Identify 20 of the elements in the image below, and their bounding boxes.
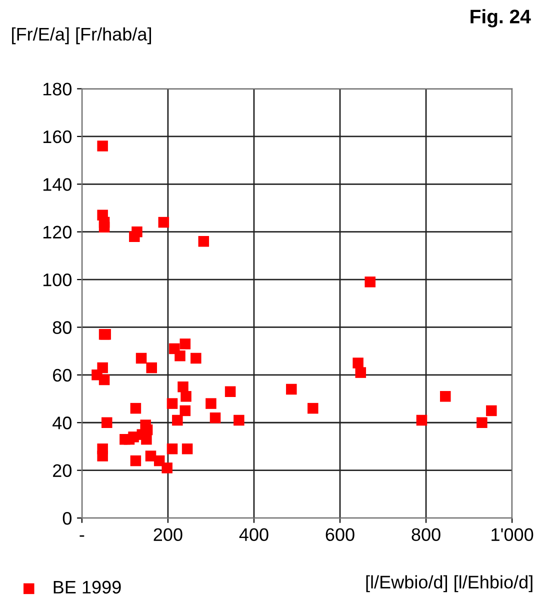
y-axis-title: [Fr/E/a] [Fr/hab/a] xyxy=(12,27,151,44)
y-tick-label: 140 xyxy=(43,178,72,191)
x-tick-label: 400 xyxy=(239,528,268,541)
legend-label: BE 1999 xyxy=(54,580,121,594)
x-axis-title: [l/Ewbio/d] [l/Ehbio/d] xyxy=(366,575,532,592)
x-tick-label: - xyxy=(80,535,84,537)
y-tick-label: 0 xyxy=(62,512,72,525)
y-tick-label: 120 xyxy=(43,226,72,239)
x-tick-label: 200 xyxy=(154,528,182,541)
y-tick-label: 60 xyxy=(53,368,72,382)
y-tick-label: 40 xyxy=(52,416,72,430)
x-tick-label: 1'000 xyxy=(492,528,534,541)
y-tick-label: 100 xyxy=(43,273,72,286)
x-tick-label: 800 xyxy=(412,528,440,541)
y-tick-label: 160 xyxy=(43,130,72,144)
y-tick-label: 80 xyxy=(52,321,72,334)
y-tick-label: 180 xyxy=(43,82,72,96)
x-tick-label: 600 xyxy=(326,528,354,541)
chart-title: Fig. 24 xyxy=(470,9,531,28)
y-tick-label: 20 xyxy=(53,464,72,478)
